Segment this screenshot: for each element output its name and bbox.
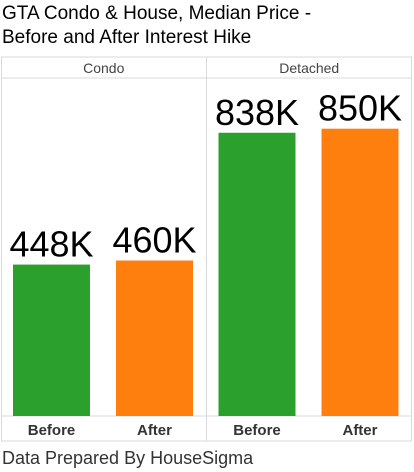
bar-condo-after: [116, 260, 193, 416]
data-label-condo-after: 460K: [112, 220, 196, 261]
chart-title-line-2: Before and After Interest Hike: [2, 27, 252, 48]
tick-label-detached-after: After: [342, 422, 377, 439]
data-label-detached-after: 850K: [318, 88, 402, 129]
tick-label-condo-before: Before: [28, 422, 76, 439]
data-label-condo-before: 448K: [9, 224, 93, 265]
bar-detached-before: [218, 132, 296, 417]
panel-label-condo: Condo: [83, 60, 124, 76]
tick-label-detached-before: Before: [233, 422, 281, 439]
data-label-detached-before: 838K: [215, 92, 299, 133]
chart-title-line-1: GTA Condo & House, Median Price -: [2, 3, 312, 24]
tick-label-condo-after: After: [137, 422, 172, 439]
footer-credit: Data Prepared By HouseSigma: [2, 448, 254, 468]
chart-title: GTA Condo & House, Median Price - Before…: [2, 2, 412, 50]
bar-condo-before: [13, 264, 90, 416]
bar-detached-after: [321, 128, 399, 416]
panel-label-detached: Detached: [279, 60, 339, 76]
